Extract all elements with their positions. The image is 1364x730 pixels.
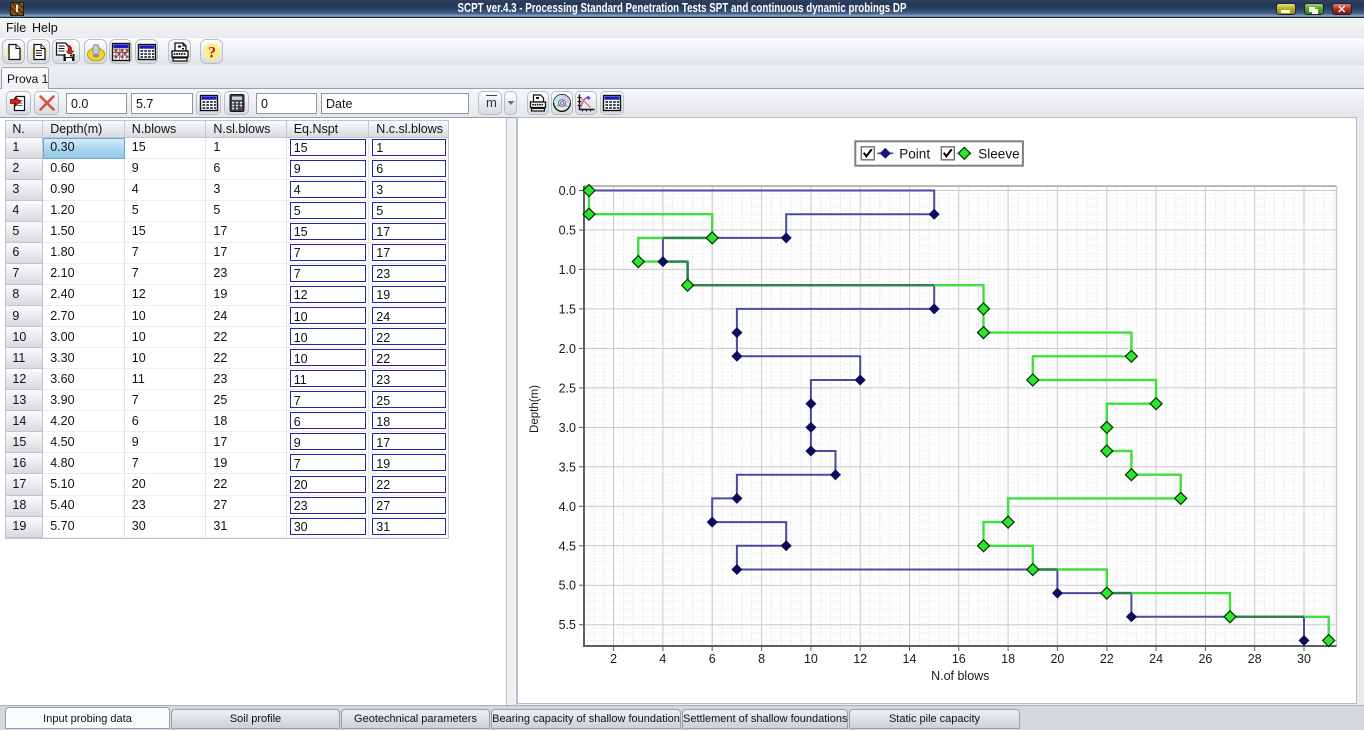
svg-text:5.5: 5.5 xyxy=(559,618,576,632)
svg-text:20: 20 xyxy=(1050,652,1064,666)
svg-text:12: 12 xyxy=(853,652,867,666)
svg-text:2: 2 xyxy=(610,652,617,666)
svg-text:28: 28 xyxy=(1248,652,1262,666)
svg-text:2.0: 2.0 xyxy=(559,342,576,356)
svg-text:14: 14 xyxy=(903,652,917,666)
svg-text:18: 18 xyxy=(1001,652,1015,666)
svg-text:0.5: 0.5 xyxy=(559,224,576,238)
svg-text:3.5: 3.5 xyxy=(559,460,576,474)
svg-text:1.5: 1.5 xyxy=(559,302,576,316)
svg-text:Sleeve: Sleeve xyxy=(978,146,1019,161)
svg-text:24: 24 xyxy=(1149,652,1163,666)
svg-text:N.of blows: N.of blows xyxy=(931,669,989,683)
svg-text:2.5: 2.5 xyxy=(559,381,576,395)
svg-text:6: 6 xyxy=(709,652,716,666)
svg-text:1.0: 1.0 xyxy=(559,263,576,277)
svg-text:5.0: 5.0 xyxy=(559,579,576,593)
svg-text:4.0: 4.0 xyxy=(559,500,576,514)
svg-text:16: 16 xyxy=(952,652,966,666)
svg-text:3.0: 3.0 xyxy=(559,421,576,435)
svg-text:Depth(m): Depth(m) xyxy=(529,385,541,433)
svg-text:4.5: 4.5 xyxy=(559,539,576,553)
svg-text:10: 10 xyxy=(804,652,818,666)
svg-text:4: 4 xyxy=(659,652,666,666)
svg-text:30: 30 xyxy=(1297,652,1311,666)
svg-text:22: 22 xyxy=(1100,652,1114,666)
svg-text:Point: Point xyxy=(899,146,930,161)
svg-text:0.0: 0.0 xyxy=(559,184,576,198)
svg-text:26: 26 xyxy=(1198,652,1212,666)
svg-text:8: 8 xyxy=(758,652,765,666)
svg-text:?: ? xyxy=(208,44,216,61)
